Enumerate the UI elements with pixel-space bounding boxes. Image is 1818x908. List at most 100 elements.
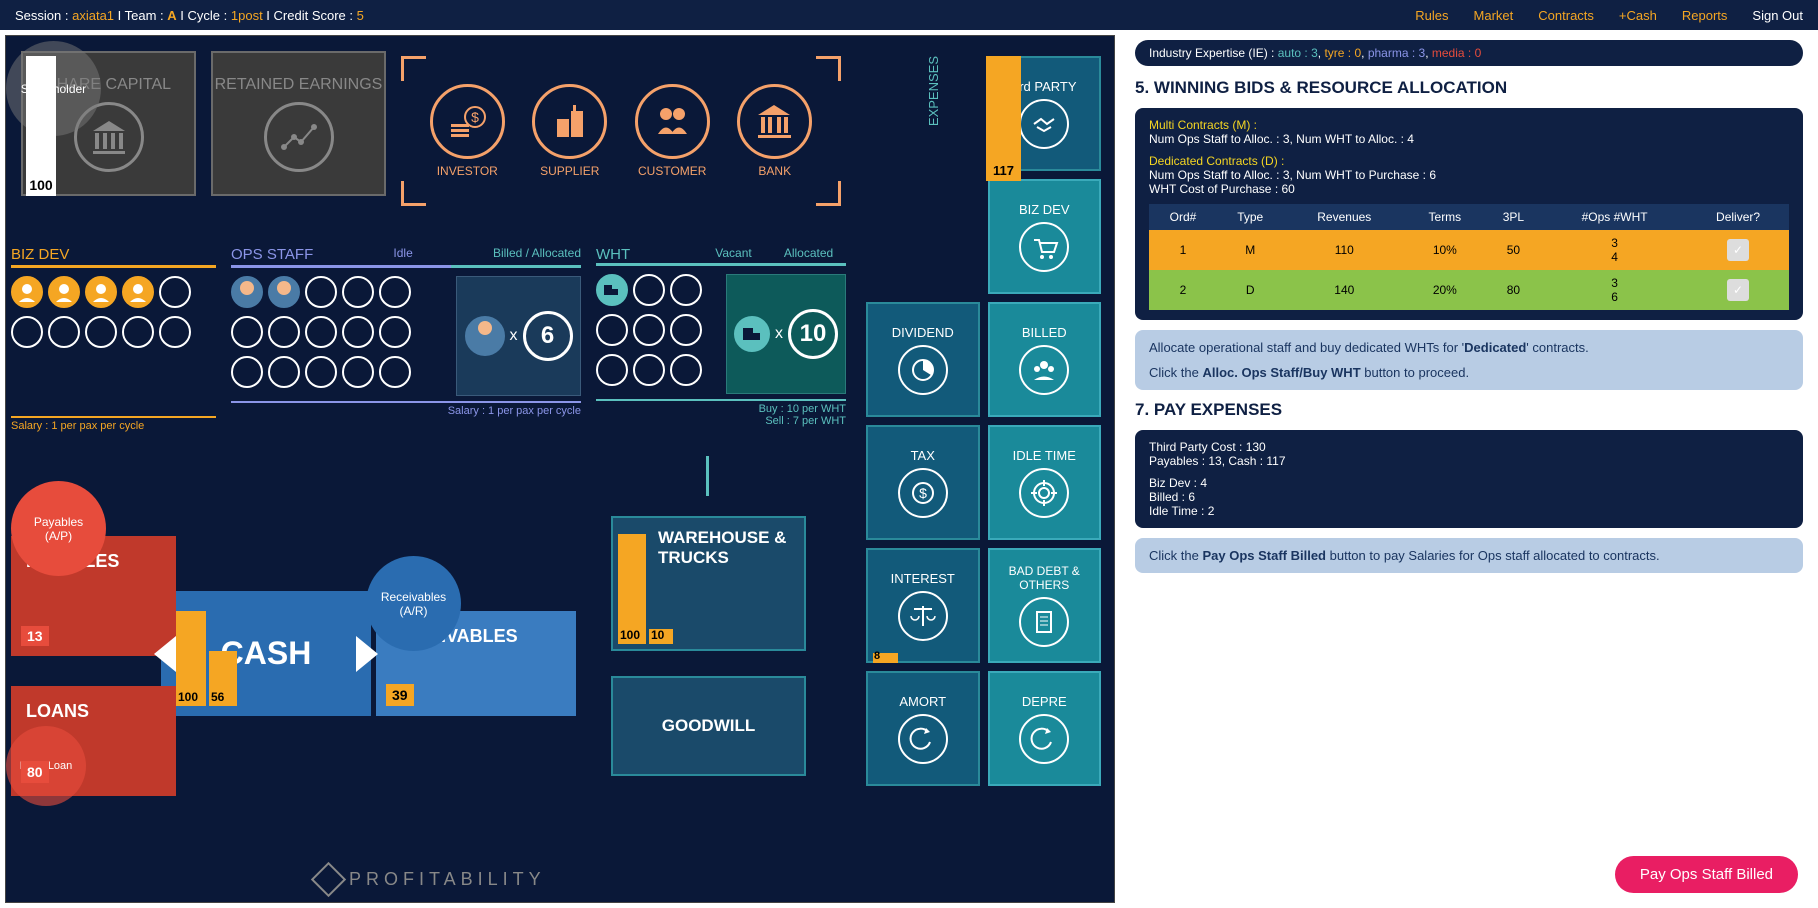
r2-rev: 140 xyxy=(1284,270,1406,310)
deliver-check-2[interactable]: ✓ xyxy=(1727,279,1749,301)
chart-icon xyxy=(264,102,334,172)
link-reports[interactable]: Reports xyxy=(1682,8,1728,23)
warehouse-box[interactable]: WAREHOUSE & TRUCKS 100 10 xyxy=(611,516,806,651)
ops-slot-empty[interactable] xyxy=(342,356,374,388)
r2-ops: 36 xyxy=(1542,270,1687,310)
svg-text:$: $ xyxy=(471,109,479,125)
bizdev-slot-empty[interactable] xyxy=(48,316,80,348)
ops-slot-empty[interactable] xyxy=(342,276,374,308)
wht-slot-empty[interactable] xyxy=(633,314,665,346)
ops-slot-empty[interactable] xyxy=(305,356,337,388)
ops-slot-empty[interactable] xyxy=(305,276,337,308)
pay-ops-staff-button[interactable]: Pay Ops Staff Billed xyxy=(1615,856,1798,893)
team-value: A xyxy=(167,8,176,23)
expense-billed[interactable]: BILLED xyxy=(988,302,1102,417)
expense-dividend[interactable]: DIVIDEND xyxy=(866,302,980,417)
expense-baddebt[interactable]: BAD DEBT & OTHERS xyxy=(988,548,1102,663)
interest-value: 8 xyxy=(873,653,898,663)
expense-amort[interactable]: AMORT xyxy=(866,671,980,786)
wht-alloc-box[interactable]: x 10 xyxy=(726,274,846,394)
expense-idle[interactable]: IDLE TIME xyxy=(988,425,1102,540)
loans-value: 80 xyxy=(21,761,49,783)
retained-title: RETAINED EARNINGS xyxy=(215,76,383,94)
bizdev-slot-empty[interactable] xyxy=(159,316,191,348)
ops-slot-empty[interactable] xyxy=(379,276,411,308)
th-3pl: 3PL xyxy=(1485,204,1542,230)
wht-vacant-label: Vacant xyxy=(696,246,771,263)
cart-icon xyxy=(1019,222,1069,272)
payables-value: 13 xyxy=(21,626,49,646)
multi-header: Multi Contracts (M) : xyxy=(1149,118,1789,132)
cash-bar-2: 56 xyxy=(209,651,237,706)
stakeholder-customer[interactable]: CUSTOMER xyxy=(635,84,710,178)
doc-icon xyxy=(1019,597,1069,647)
link-signout[interactable]: Sign Out xyxy=(1752,8,1803,23)
stakeholder-investor[interactable]: $ INVESTOR xyxy=(430,84,505,178)
expense-bizdev[interactable]: BIZ DEV xyxy=(988,179,1102,294)
ops-slot-empty[interactable] xyxy=(379,356,411,388)
expense-depre[interactable]: DEPRE xyxy=(988,671,1102,786)
goodwill-box[interactable]: GOODWILL xyxy=(611,676,806,776)
wht-slot-empty[interactable] xyxy=(633,274,665,306)
stakeholder-bank[interactable]: BANK xyxy=(737,84,812,178)
bizdev-slot-filled[interactable] xyxy=(122,276,154,308)
wht-slot-empty[interactable] xyxy=(633,354,665,386)
third-party-label: 3rd PARTY xyxy=(1012,79,1077,94)
bizdev-slot-filled[interactable] xyxy=(11,276,43,308)
ops-slot-empty[interactable] xyxy=(305,316,337,348)
credit-value: 5 xyxy=(357,8,364,23)
bizdev-section: BIZ DEV Salary : 1 per pax per cycle xyxy=(11,246,216,432)
r1-ord: 1 xyxy=(1149,230,1217,270)
receivables-value: 39 xyxy=(386,684,414,706)
ops-slot-empty[interactable] xyxy=(379,316,411,348)
expense-tax[interactable]: TAX $ xyxy=(866,425,980,540)
investor-icon: $ xyxy=(430,84,505,159)
wht-slot-empty[interactable] xyxy=(670,274,702,306)
game-board: Shareholder 100 SHARE CAPITAL RETAINED E… xyxy=(5,35,1115,903)
ops-billed-box[interactable]: x 6 xyxy=(456,276,581,396)
supplier-label: SUPPLIER xyxy=(540,164,599,178)
wht-slot-empty[interactable] xyxy=(670,354,702,386)
session-value: axiata1 xyxy=(72,8,114,23)
ops-idle-label: Idle xyxy=(393,246,412,263)
ops-billed-count: 6 xyxy=(523,311,573,361)
recv-label2: (A/R) xyxy=(400,604,428,618)
link-contracts[interactable]: Contracts xyxy=(1538,8,1594,23)
bizdev-slot-empty[interactable] xyxy=(122,316,154,348)
ops-slot-filled[interactable] xyxy=(268,276,300,308)
wht-note: Buy : 10 per WHT Sell : 7 per WHT xyxy=(596,399,846,427)
link-rules[interactable]: Rules xyxy=(1415,8,1448,23)
wht-slot-empty[interactable] xyxy=(670,314,702,346)
deliver-check-1[interactable]: ✓ xyxy=(1727,239,1749,261)
section7-title: 7. PAY EXPENSES xyxy=(1135,400,1803,420)
ops-slot-empty[interactable] xyxy=(268,356,300,388)
expense-interest[interactable]: INTEREST 8 xyxy=(866,548,980,663)
undo-icon xyxy=(1019,714,1069,764)
wht-slot-empty[interactable] xyxy=(596,314,628,346)
capital-value: 100 xyxy=(29,177,52,193)
stakeholder-frame: $ INVESTOR SUPPLIER CUSTOMER BANK xyxy=(401,56,841,206)
stakeholder-supplier[interactable]: SUPPLIER xyxy=(532,84,607,178)
bizdev-slot-empty[interactable] xyxy=(11,316,43,348)
wht-slot-empty[interactable] xyxy=(596,354,628,386)
link-cash[interactable]: +Cash xyxy=(1619,8,1657,23)
bizdev-slot-filled[interactable] xyxy=(48,276,80,308)
undo-icon xyxy=(898,714,948,764)
credit-label: Credit Score : xyxy=(274,8,353,23)
warehouse-bar-2: 10 xyxy=(649,629,673,644)
wht-slot-filled[interactable] xyxy=(596,274,628,306)
ops-slot-empty[interactable] xyxy=(268,316,300,348)
ie-pharma-v: 3 xyxy=(1419,46,1426,60)
exp-l2: Payables : 13, Cash : 117 xyxy=(1149,454,1789,468)
truck-icon xyxy=(734,316,770,352)
retained-earnings-box[interactable]: RETAINED EARNINGS xyxy=(211,51,386,196)
bizdev-slot-empty[interactable] xyxy=(159,276,191,308)
ops-slot-empty[interactable] xyxy=(342,316,374,348)
ops-slot-filled[interactable] xyxy=(231,276,263,308)
bizdev-slot-filled[interactable] xyxy=(85,276,117,308)
ops-slot-empty[interactable] xyxy=(231,316,263,348)
bizdev-slot-empty[interactable] xyxy=(85,316,117,348)
link-market[interactable]: Market xyxy=(1474,8,1514,23)
ops-slot-empty[interactable] xyxy=(231,356,263,388)
cash-bars: 100 56 xyxy=(176,611,237,706)
